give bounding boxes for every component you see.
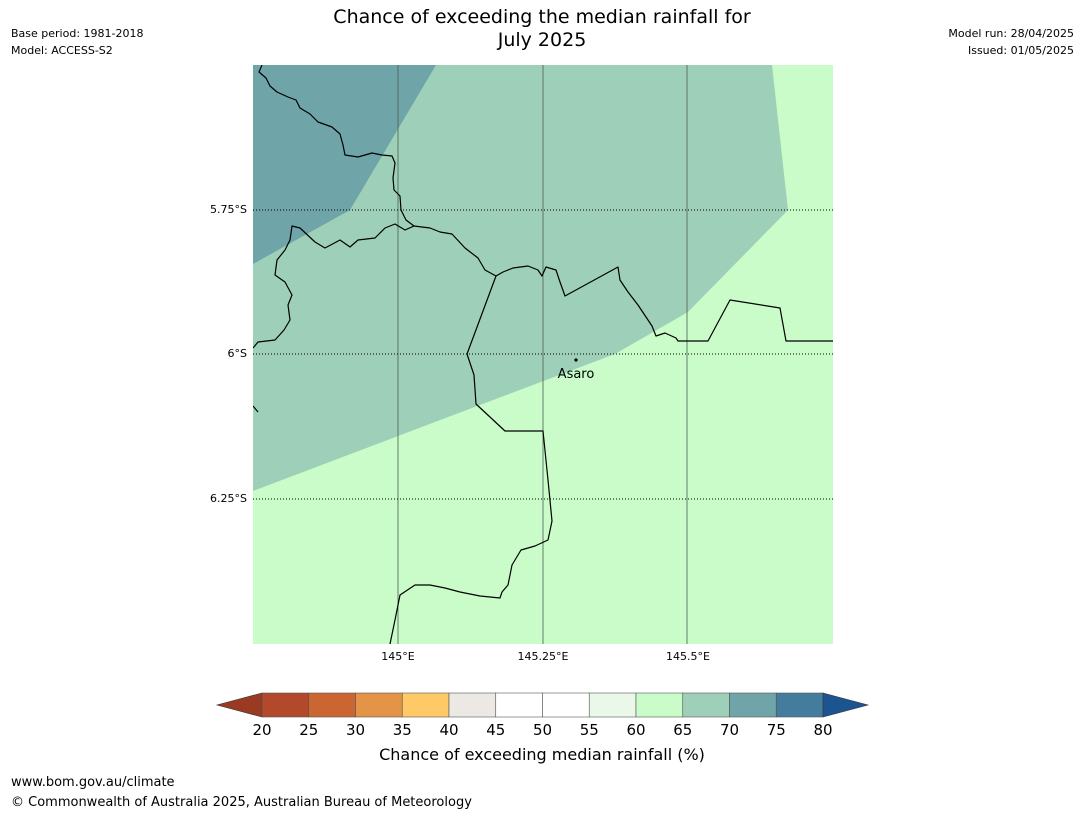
run-info: Model run: 28/04/2025 Issued: 01/05/2025 <box>948 25 1074 59</box>
colorbar-bin-25-30 <box>308 692 356 718</box>
footer-copyright: © Commonwealth of Australia 2025, Austra… <box>11 795 472 810</box>
colorbar-tick-35: 35 <box>393 721 412 739</box>
lon-label-145-25e: 145.25°E <box>518 650 569 663</box>
colorbar-bin-20-25 <box>261 692 310 718</box>
colorbar-bin-45-50 <box>495 692 543 718</box>
region-65-70 <box>253 65 788 491</box>
model-info: Base period: 1981-2018 Model: ACCESS-S2 <box>11 25 143 59</box>
map-title: Chance of exceeding the median rainfall … <box>242 6 842 52</box>
title-line-1: Chance of exceeding the median rainfall … <box>333 6 751 28</box>
colorbar-tick-60: 60 <box>626 721 645 739</box>
colorbar-tick-80: 80 <box>813 721 832 739</box>
colorbar-bin-40-45 <box>448 692 497 718</box>
colorbar-bin-50-55 <box>542 692 590 718</box>
base-period-text: Base period: 1981-2018 <box>11 27 144 40</box>
asaro-label: Asaro <box>558 367 595 382</box>
colorbar-tick-30: 30 <box>346 721 365 739</box>
province-boundaries <box>253 65 833 644</box>
asaro-marker <box>574 358 578 362</box>
model-run-text: Model run: 28/04/2025 <box>948 27 1074 40</box>
lon-label-145e: 145°E <box>381 650 414 663</box>
colorbar-bin-30-35 <box>355 692 403 718</box>
lon-label-145-5e: 145.5°E <box>666 650 710 663</box>
colorbar-tick-40: 40 <box>439 721 458 739</box>
map-panel <box>253 65 833 644</box>
footer-url: www.bom.gov.au/climate <box>11 775 175 790</box>
colorbar-title: Chance of exceeding median rainfall (%) <box>379 745 705 764</box>
colorbar-tick-50: 50 <box>533 721 552 739</box>
colorbar-tick-25: 25 <box>299 721 318 739</box>
lat-label-6-25s: 6.25°S <box>210 492 247 505</box>
colorbar-tick-70: 70 <box>720 721 739 739</box>
colorbar-bin-70-75 <box>729 692 777 718</box>
colorbar-bin-55-60 <box>588 692 637 718</box>
colorbar-tick-55: 55 <box>580 721 599 739</box>
colorbar-bin-60-65 <box>635 692 684 718</box>
issued-text: Issued: 01/05/2025 <box>967 44 1074 57</box>
latitude-labels: 5.75°S 6°S 6.25°S <box>210 203 247 505</box>
lat-label-5-75s: 5.75°S <box>210 203 247 216</box>
gridlines <box>253 65 833 644</box>
colorbar-tick-75: 75 <box>767 721 786 739</box>
longitude-labels: 145°E 145.25°E 145.5°E <box>381 650 710 663</box>
colorbar-extension-low <box>215 692 263 718</box>
colorbar-extension-high <box>822 692 870 718</box>
title-line-2: July 2025 <box>497 29 587 51</box>
colorbar: 20 25 30 35 40 45 50 55 60 65 70 75 80 <box>215 692 870 739</box>
colorbar-bin-65-70 <box>682 692 730 718</box>
colorbar-tick-20: 20 <box>252 721 271 739</box>
colorbar-tick-65: 65 <box>673 721 692 739</box>
colorbar-bin-75-80 <box>775 692 824 718</box>
colorbar-bin-35-40 <box>401 692 450 718</box>
lat-label-6s: 6°S <box>228 347 247 360</box>
model-text: Model: ACCESS-S2 <box>11 44 113 57</box>
colorbar-tick-45: 45 <box>486 721 505 739</box>
region-70-75 <box>253 65 436 264</box>
